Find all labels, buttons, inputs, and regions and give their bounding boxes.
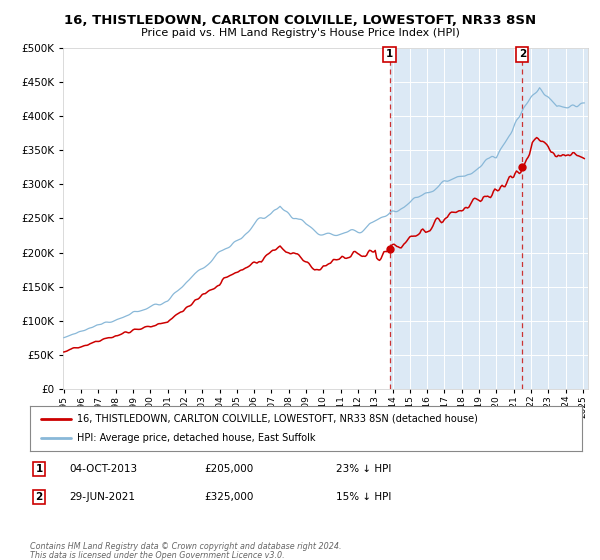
Text: Price paid vs. HM Land Registry's House Price Index (HPI): Price paid vs. HM Land Registry's House … xyxy=(140,28,460,38)
Text: 29-JUN-2021: 29-JUN-2021 xyxy=(69,492,135,502)
Bar xyxy=(389,48,588,389)
Text: HPI: Average price, detached house, East Suffolk: HPI: Average price, detached house, East… xyxy=(77,433,316,444)
Text: 16, THISTLEDOWN, CARLTON COLVILLE, LOWESTOFT, NR33 8SN: 16, THISTLEDOWN, CARLTON COLVILLE, LOWES… xyxy=(64,14,536,27)
Text: 23% ↓ HPI: 23% ↓ HPI xyxy=(336,464,391,474)
Text: £205,000: £205,000 xyxy=(204,464,253,474)
Text: 2: 2 xyxy=(35,492,43,502)
Text: 1: 1 xyxy=(386,49,393,59)
Text: 16, THISTLEDOWN, CARLTON COLVILLE, LOWESTOFT, NR33 8SN (detached house): 16, THISTLEDOWN, CARLTON COLVILLE, LOWES… xyxy=(77,413,478,423)
Text: Contains HM Land Registry data © Crown copyright and database right 2024.: Contains HM Land Registry data © Crown c… xyxy=(30,542,341,551)
Text: This data is licensed under the Open Government Licence v3.0.: This data is licensed under the Open Gov… xyxy=(30,551,284,560)
Text: 1: 1 xyxy=(35,464,43,474)
Text: 15% ↓ HPI: 15% ↓ HPI xyxy=(336,492,391,502)
Text: £325,000: £325,000 xyxy=(204,492,253,502)
Text: 04-OCT-2013: 04-OCT-2013 xyxy=(69,464,137,474)
Text: 2: 2 xyxy=(518,49,526,59)
